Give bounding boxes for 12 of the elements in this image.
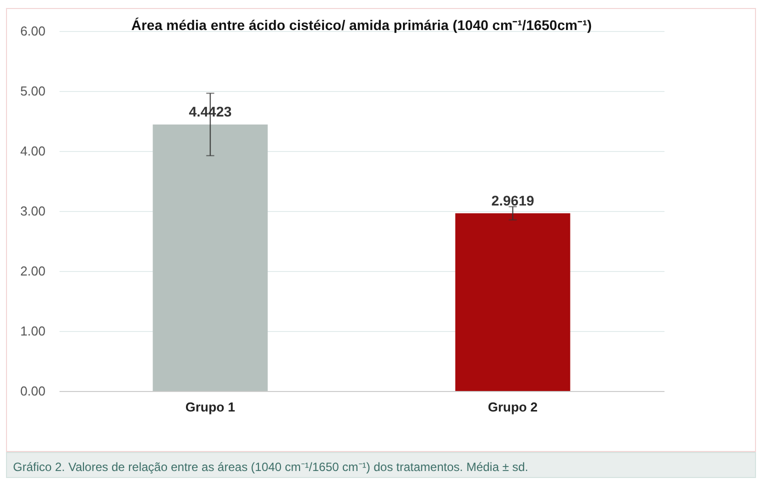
text: Gráfico 2. Valores de relação entre as áreas (1040 cm⁻¹/1650 cm⁻¹) dos tratamentos. Média ± sd.: [13, 460, 528, 474]
y-tick-label: 1.00: [20, 324, 46, 338]
y-tick-label: 2.00: [20, 264, 46, 278]
y-tick-label: 0.00: [20, 384, 46, 398]
data-label: 2.9619: [491, 192, 534, 208]
x-tick-label: Grupo 1: [185, 400, 236, 414]
y-tick-label: 3.00: [20, 204, 46, 218]
y-tick-label: 4.00: [20, 144, 46, 158]
chart-title: Área média entre ácido cistéico/ amida primária (1040 cm⁻¹/1650cm⁻¹): [131, 17, 592, 33]
y-tick-label: 6.00: [20, 24, 46, 38]
y-tick-label: 5.00: [20, 84, 46, 98]
x-tick-label: Grupo 2: [488, 400, 538, 414]
